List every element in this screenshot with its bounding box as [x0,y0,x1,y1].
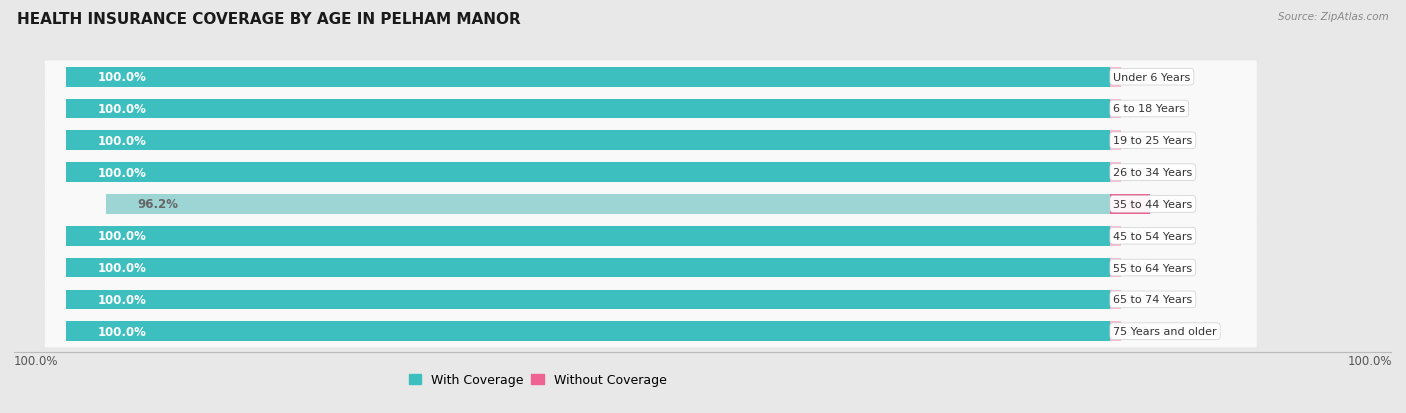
Bar [66,290,1111,309]
Bar [66,322,1111,341]
Text: 100.0%: 100.0% [97,135,146,147]
Text: Under 6 Years: Under 6 Years [1114,73,1191,83]
Text: 96.2%: 96.2% [138,198,179,211]
Text: 3.8%: 3.8% [1154,198,1184,211]
Text: HEALTH INSURANCE COVERAGE BY AGE IN PELHAM MANOR: HEALTH INSURANCE COVERAGE BY AGE IN PELH… [17,12,520,27]
FancyBboxPatch shape [45,283,1257,316]
Text: 0.0%: 0.0% [1125,261,1154,274]
Text: 100.0%: 100.0% [97,71,146,84]
FancyBboxPatch shape [45,93,1257,126]
Text: 0.0%: 0.0% [1125,71,1154,84]
Text: 100.0%: 100.0% [97,166,146,179]
Bar [1111,195,1150,214]
Text: 75 Years and older: 75 Years and older [1114,326,1216,336]
Text: 0.0%: 0.0% [1125,166,1154,179]
Legend: With Coverage, Without Coverage: With Coverage, Without Coverage [404,368,672,391]
FancyBboxPatch shape [45,157,1257,189]
Bar [1111,131,1121,151]
Text: Source: ZipAtlas.com: Source: ZipAtlas.com [1278,12,1389,22]
FancyBboxPatch shape [45,252,1257,284]
Text: 55 to 64 Years: 55 to 64 Years [1114,263,1192,273]
Text: 0.0%: 0.0% [1125,325,1154,338]
Bar [1111,163,1121,183]
FancyBboxPatch shape [45,220,1257,252]
Text: 100.0%: 100.0% [1347,354,1392,367]
Text: 100.0%: 100.0% [14,354,59,367]
FancyBboxPatch shape [45,61,1257,94]
FancyBboxPatch shape [45,125,1257,157]
FancyBboxPatch shape [45,188,1257,221]
Bar [66,163,1111,183]
Bar [105,195,1111,214]
Text: 0.0%: 0.0% [1125,103,1154,116]
Bar [1111,290,1121,309]
Text: 65 to 74 Years: 65 to 74 Years [1114,294,1192,305]
Bar [1111,100,1121,119]
Text: 100.0%: 100.0% [97,293,146,306]
Bar [1111,322,1121,341]
Bar [66,68,1111,87]
Text: 6 to 18 Years: 6 to 18 Years [1114,104,1185,114]
Text: 100.0%: 100.0% [97,103,146,116]
Bar [66,131,1111,151]
FancyBboxPatch shape [45,315,1257,348]
Text: 35 to 44 Years: 35 to 44 Years [1114,199,1192,209]
Bar [66,100,1111,119]
Bar [66,226,1111,246]
Text: 45 to 54 Years: 45 to 54 Years [1114,231,1192,241]
Text: 100.0%: 100.0% [97,261,146,274]
Bar [1111,226,1121,246]
Text: 0.0%: 0.0% [1125,230,1154,243]
Bar [1111,258,1121,278]
Text: 0.0%: 0.0% [1125,135,1154,147]
Text: 100.0%: 100.0% [97,230,146,243]
Text: 19 to 25 Years: 19 to 25 Years [1114,136,1192,146]
Text: 26 to 34 Years: 26 to 34 Years [1114,168,1192,178]
Text: 0.0%: 0.0% [1125,293,1154,306]
Text: 100.0%: 100.0% [97,325,146,338]
Bar [1111,68,1121,87]
Bar [66,258,1111,278]
